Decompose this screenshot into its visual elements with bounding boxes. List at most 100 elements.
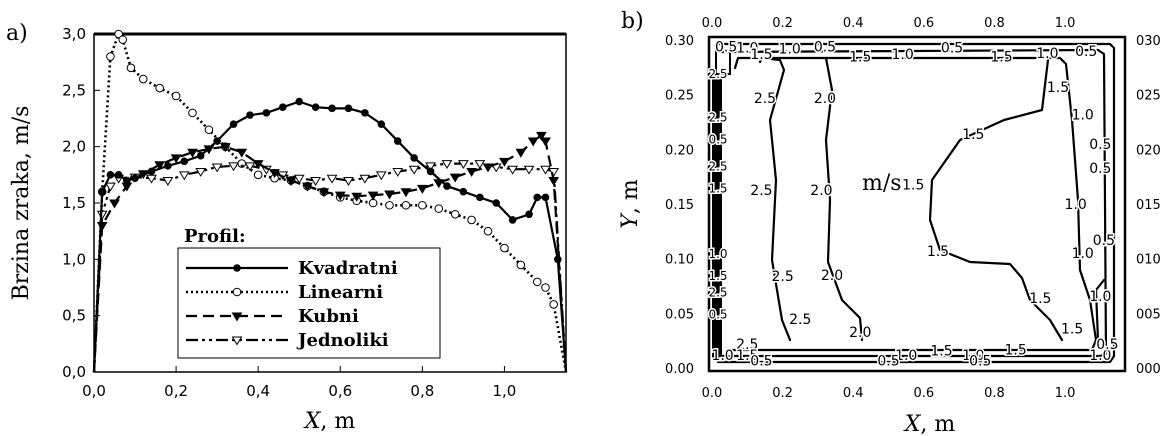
contour-label: 2.5 — [789, 312, 811, 328]
wall-contour-label: 2.5 — [708, 67, 727, 81]
data-point-jednoliki — [392, 167, 404, 177]
contour-label: 1.0 — [895, 348, 917, 364]
data-point-kvadratni — [541, 193, 550, 202]
data-point-linearni — [434, 204, 444, 213]
contour-label: 0.5 — [1089, 161, 1111, 177]
data-point-kvadratni — [229, 120, 238, 128]
panel-b-x-tick-label: 0.2 — [772, 386, 793, 401]
contour-label: 1.0 — [711, 348, 733, 364]
contour-label: 2.5 — [750, 183, 772, 199]
data-point-linearni — [126, 63, 136, 73]
contour-2.0 — [824, 56, 864, 342]
data-point-kvadratni — [508, 216, 517, 224]
legend-entry-label: Kubni — [298, 306, 359, 327]
data-point-linearni — [450, 209, 460, 219]
panel-a-x-axis-var: X — [303, 409, 322, 434]
legend-title: Profil: — [184, 226, 246, 247]
contour-label: 1.5 — [736, 348, 758, 364]
panel-b-label: b) — [621, 9, 644, 34]
contour-label: 1.5 — [750, 47, 772, 63]
data-point-kvadratni — [459, 187, 468, 196]
panel-b-y-ticks: 0.00 000 0.05 005 0.10 010 0.15 015 0.20 020 0.25 0… — [665, 34, 1161, 377]
data-point-kubni — [219, 143, 231, 153]
data-point-kvadratni — [410, 154, 418, 162]
panel-a-y-tick-label: 3,0 — [62, 25, 86, 43]
panel-b-y-tick-label-right: 015 — [1136, 198, 1161, 213]
data-point-kubni — [499, 157, 510, 167]
series-kubni — [92, 131, 568, 373]
legend-entry-label: Linearni — [298, 282, 383, 303]
panel-a-y-axis-label: Brzina zraka, m/s — [9, 106, 34, 301]
legend-items: Kvadratni Linearni Kubni Jednoliki — [186, 258, 398, 351]
data-point-kubni — [96, 222, 108, 232]
data-point-jednoliki — [359, 174, 371, 184]
contour-label: 0.5 — [750, 353, 772, 369]
panel-b-y-tick-label-right: 010 — [1136, 253, 1161, 268]
panel-b-x-tick-label-top: 0.0 — [702, 16, 723, 31]
contour-2.5 — [758, 56, 792, 342]
contour-label: 1.5 — [1061, 322, 1083, 338]
data-point-kubni — [154, 161, 166, 171]
contour-label: 1.5 — [962, 127, 984, 143]
panel-a-y-tick-label: 2,0 — [62, 138, 86, 156]
data-point-jednoliki — [162, 176, 174, 186]
contour-label: 0.5 — [1075, 44, 1097, 60]
panel-b-y-tick-label: 0.25 — [665, 89, 694, 104]
panel-a-y-ticks: 0,0 0,5 1,0 1,5 2,0 2,5 3,0 — [62, 25, 100, 381]
contour-label: 2.5 — [736, 337, 758, 353]
data-point-kubni — [252, 160, 264, 170]
contour-label: 0.5 — [715, 40, 737, 56]
data-point-kvadratni — [311, 103, 320, 112]
data-point-kvadratni — [123, 176, 131, 185]
data-point-kvadratni — [426, 167, 435, 176]
data-point-kubni — [318, 188, 330, 198]
panel-b-y-tick-label-right: 025 — [1136, 89, 1161, 104]
data-point-linearni — [541, 283, 550, 292]
panel-a-x-tick-label: 0,6 — [328, 382, 352, 400]
data-point-kvadratni — [164, 162, 172, 170]
data-point-kubni — [269, 169, 280, 179]
panel-b-y-axis-label: Y, m — [618, 179, 643, 229]
data-point-linearni — [204, 125, 214, 135]
panel-b-x-tick-label: 0.8 — [984, 386, 1005, 401]
contour-label: 1.0 — [1036, 46, 1058, 62]
contour-label: 2.0 — [849, 325, 871, 341]
data-point-kvadratni — [476, 193, 484, 202]
panel-b-y-tick-label: 0.05 — [665, 307, 694, 322]
data-point-kubni — [515, 148, 527, 158]
panel-b-y-tick-label: 0.00 — [665, 362, 694, 377]
contour-label: 1.5 — [927, 244, 949, 260]
contour-labels: 0.51.01.5 1.0 0.51.5 1.0 0.51.5 1.0 0.52.5 2.01… — [710, 38, 1120, 371]
data-point-jednoliki — [458, 160, 469, 170]
data-point-linearni — [483, 226, 493, 236]
contour-label: 2.0 — [821, 268, 843, 284]
wall-contour-label: 2.5 — [708, 160, 727, 174]
contour-label: 0.5 — [1096, 337, 1118, 353]
panel-b: b) 0.51.01.5 1.0 0.51.5 1.0 0.51.5 1.0 0.52.5 2… — [618, 9, 1161, 436]
panel-b-y-tick-label-right: 005 — [1136, 307, 1161, 322]
data-point-kvadratni — [98, 187, 107, 196]
panel-b-x-axis-label: X, m — [903, 412, 956, 436]
data-point-kubni — [334, 191, 346, 201]
panel-a-x-axis-label: X, m — [303, 409, 356, 434]
wall-contour-label: 0.5 — [708, 307, 727, 321]
data-point-kubni — [540, 137, 551, 147]
wall-contour-label: 2.5 — [708, 285, 727, 299]
panel-b-x-tick-label-top: 1.0 — [1055, 16, 1076, 31]
legend-swatch-marker — [232, 287, 242, 297]
contour-label: 2.5 — [771, 269, 793, 285]
contour-label: 1.5 — [849, 49, 871, 65]
panel-a-x-axis-unit: , m — [320, 409, 355, 434]
contour-label: 1.5 — [1029, 291, 1051, 307]
wall-contour-label: 1.5 — [708, 182, 727, 196]
data-point-jednoliki — [408, 165, 420, 175]
data-point-kvadratni — [213, 137, 221, 145]
contour-0.5-outer — [716, 42, 1116, 364]
wall-contour-label: 2.5 — [708, 111, 727, 125]
data-point-kvadratni — [147, 167, 156, 176]
wall-contour-label: 1.5 — [708, 269, 727, 283]
panel-a-label: a) — [6, 21, 28, 46]
panel-a-y-tick-label: 1,0 — [62, 250, 86, 268]
data-point-jednoliki — [178, 171, 190, 181]
